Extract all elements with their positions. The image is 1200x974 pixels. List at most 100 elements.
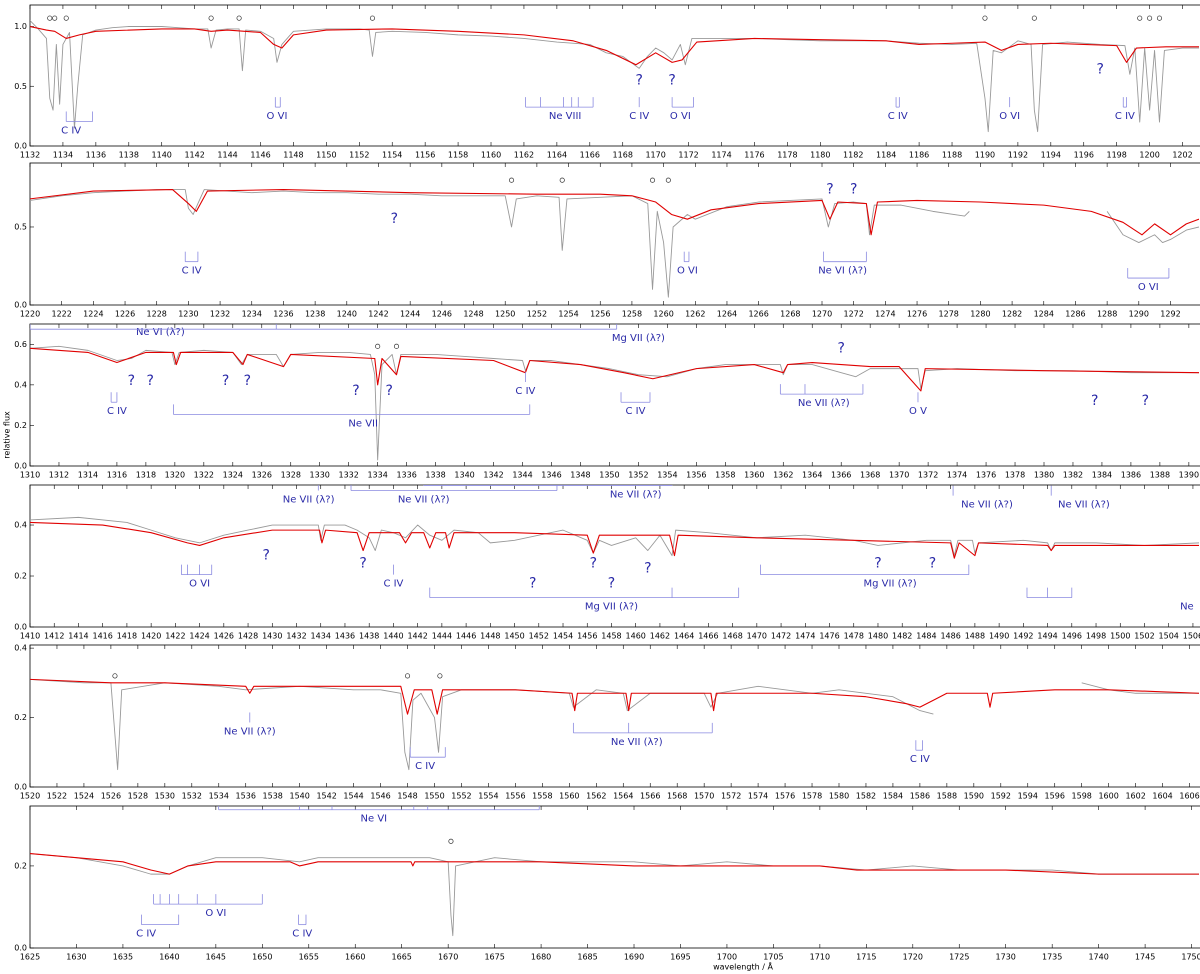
ion-label: Ne VI (λ?) <box>136 327 185 338</box>
x-tick-label: 1172 <box>678 151 698 160</box>
x-tick-label: 1434 <box>311 632 331 641</box>
question-mark: ? <box>837 340 844 356</box>
panel: 1220 1222 1224 1226 1228 1230 1232 1234 1236 1238… <box>14 162 1200 319</box>
x-tick-label: 1675 <box>484 953 504 962</box>
ion-label: Ne <box>1180 602 1194 613</box>
ion-label: C IV <box>136 929 156 940</box>
x-tick-label: 1468 <box>722 632 742 641</box>
x-tick-label: 1538 <box>263 792 283 801</box>
x-tick-label: 1148 <box>283 151 303 160</box>
x-tick-label: 1710 <box>810 953 830 962</box>
x-tick-label: 1374 <box>947 471 967 480</box>
x-tick-label: 1478 <box>844 632 864 641</box>
plot-area: C IV O VI Ne VIII C IV O VI C IV O VI C IV??? <box>30 15 1199 136</box>
x-tick-label: 1330 <box>310 471 330 480</box>
observed-spectrum <box>30 345 1199 461</box>
x-tick-label: 1328 <box>281 471 301 480</box>
x-tick-label: 1574 <box>748 792 768 801</box>
x-tick-label: 1448 <box>480 632 500 641</box>
plot-frame <box>29 484 1200 628</box>
x-tick-label: 1670 <box>438 953 458 962</box>
x-tick-label: 1180 <box>810 151 830 160</box>
interstellar-marker <box>982 15 988 21</box>
x-tick-label: 1532 <box>182 792 202 801</box>
ion-label: O V <box>909 406 927 417</box>
x-tick-label: 1450 <box>504 632 524 641</box>
plot-area: Ne VII (λ?) Ne VII (λ?) Ne VII (λ?) O VI C I… <box>30 485 1199 613</box>
ion-label: C IV <box>629 111 649 122</box>
question-mark: ? <box>644 560 651 576</box>
y-tick-label: 0.5 <box>14 222 27 231</box>
x-tick-label: 1472 <box>771 632 791 641</box>
x-tick-label: 1144 <box>217 151 237 160</box>
ion-label: C IV <box>626 406 646 417</box>
x-tick-label: 1146 <box>250 151 270 160</box>
x-tick-label: 1416 <box>93 632 113 641</box>
x-tick-label: 1184 <box>876 151 896 160</box>
panel: 1520 1522 1524 1526 1528 1530 1532 1534 1536 1538… <box>14 644 1200 801</box>
x-tick-label: 1558 <box>532 792 552 801</box>
x-tick-label: 1278 <box>939 310 959 319</box>
interstellar-marker <box>508 177 515 183</box>
ion-label: C IV <box>292 929 312 940</box>
y-tick-label: 0.0 <box>14 142 27 151</box>
x-tick-label: 1136 <box>86 151 106 160</box>
ion-label: C IV <box>888 111 908 122</box>
x-tick-label: 1424 <box>189 632 209 641</box>
x-tick-label: 1288 <box>1097 310 1117 319</box>
ion-label: Ne VII (λ?) <box>610 489 662 500</box>
ion-label: Ne VIII <box>549 111 582 122</box>
interstellar-marker <box>649 177 656 183</box>
x-tick-label: 1292 <box>1160 310 1180 319</box>
x-tick-label: 1276 <box>907 310 927 319</box>
x-tick-label: 1586 <box>910 792 930 801</box>
x-tick-label: 1436 <box>335 632 355 641</box>
x-tick-label: 1442 <box>407 632 427 641</box>
question-mark: ? <box>590 555 597 571</box>
x-tick-label: 1470 <box>747 632 767 641</box>
y-axis-label: relative flux <box>3 411 12 459</box>
y-tick-label: 0.4 <box>14 521 27 530</box>
x-tick-label: 1578 <box>802 792 822 801</box>
x-tick-label: 1482 <box>892 632 912 641</box>
interstellar-marker <box>1147 15 1153 21</box>
x-tick-label: 1526 <box>101 792 121 801</box>
x-tick-label: 1186 <box>909 151 929 160</box>
x-tick-label: 1520 <box>20 792 40 801</box>
x-tick-label: 1500 <box>1110 632 1130 641</box>
x-tick-label: 1326 <box>252 471 272 480</box>
x-tick-label: 1560 <box>559 792 579 801</box>
model-spectrum <box>30 188 1199 236</box>
ion-label: Ne VII (λ?) <box>611 737 663 748</box>
x-tick-label: 1550 <box>424 792 444 801</box>
x-tick-label: 1284 <box>1034 310 1054 319</box>
y-tick-label: 0.6 <box>14 340 27 349</box>
x-tick-label: 1582 <box>856 792 876 801</box>
interstellar-marker <box>448 838 454 844</box>
x-tick-label: 1650 <box>252 953 272 962</box>
x-tick-label: 1290 <box>1129 310 1149 319</box>
x-tick-label: 1430 <box>262 632 282 641</box>
x-tick-label: 1372 <box>918 471 938 480</box>
plot-area: Ne VI (λ?) Mg VII (λ?) C IV C IV Ne VII C IV N… <box>30 324 1199 461</box>
ion-label: C IV <box>61 125 81 136</box>
x-tick-label: 1484 <box>916 632 936 641</box>
x-tick-label: 1412 <box>44 632 64 641</box>
model-spectrum <box>30 678 1199 715</box>
x-tick-label: 1428 <box>238 632 258 641</box>
panel: 1625 1630 1635 1640 1645 1650 1655 1660 1665 1670… <box>14 805 1200 972</box>
plot-area: Ne VII (λ?) C IV Ne VII (λ?) C IV <box>30 673 1199 772</box>
x-tick-label: 1456 <box>577 632 597 641</box>
x-tick-label: 1432 <box>286 632 306 641</box>
x-tick-label: 1162 <box>514 151 534 160</box>
ion-label: Ne VII (λ?) <box>283 495 335 506</box>
x-tick-label: 1232 <box>210 310 230 319</box>
x-tick-label: 1486 <box>940 632 960 641</box>
question-mark: ? <box>1142 393 1149 409</box>
x-tick-label: 1334 <box>367 471 387 480</box>
x-tick-label: 1260 <box>653 310 673 319</box>
ion-label: O VI <box>999 111 1020 122</box>
x-tick-label: 1534 <box>209 792 229 801</box>
question-mark: ? <box>1091 393 1098 409</box>
plot-area: Ne VI O VI C IV C IV <box>30 806 1199 940</box>
